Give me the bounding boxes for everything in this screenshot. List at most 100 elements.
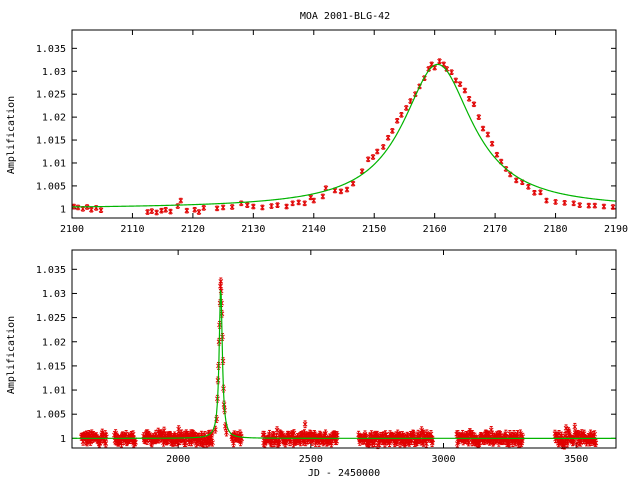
data-point	[159, 207, 164, 214]
data-point	[344, 186, 350, 193]
y-tick-label: 1	[60, 434, 66, 445]
data-point	[571, 200, 577, 207]
data-point	[380, 144, 386, 150]
data-point	[544, 197, 549, 204]
data-point	[476, 114, 482, 120]
x-tick-label: 2500	[299, 454, 323, 465]
data-point	[168, 208, 173, 215]
x-tick-label: 2110	[120, 224, 144, 235]
top-data-layer	[71, 58, 616, 216]
data-point	[332, 187, 338, 194]
top-model-curve	[71, 63, 617, 208]
data-point	[457, 81, 463, 87]
data-point	[538, 189, 543, 196]
data-point	[163, 206, 169, 213]
data-point	[214, 205, 220, 212]
data-point	[88, 206, 94, 213]
data-point	[359, 168, 365, 175]
bottom-tick-layer: 1 1.005 1.01 1.015 1.02 1.025 1.03 1.035 2000 250…	[36, 250, 616, 465]
data-point	[244, 202, 250, 208]
data-point	[471, 101, 477, 108]
x-tick-label: 2180	[544, 224, 568, 235]
data-point	[201, 205, 207, 211]
data-point	[526, 184, 531, 190]
y-tick-label: 1.035	[36, 44, 66, 55]
top-ylabel: Amplification	[6, 96, 17, 174]
top-tick-layer: 1 1.005 1.01 1.015 1.02 1.025 1.03 1.035 2100 211…	[36, 30, 628, 235]
data-point	[154, 209, 159, 216]
y-tick-label: 1.025	[36, 90, 66, 101]
data-point	[302, 420, 308, 429]
data-point	[320, 193, 326, 200]
y-tick-label: 1.025	[36, 313, 66, 324]
data-point	[403, 105, 409, 111]
x-tick-label: 2140	[302, 224, 326, 235]
data-point	[296, 199, 302, 206]
x-tick-label: 3500	[564, 454, 588, 465]
top-plot-frame	[71, 29, 617, 219]
y-tick-label: 1.03	[42, 289, 66, 300]
data-point	[184, 207, 190, 214]
data-point	[593, 439, 599, 447]
data-point	[453, 77, 459, 84]
data-point	[572, 422, 578, 431]
x-tick-label: 2150	[362, 224, 386, 235]
data-point	[178, 197, 184, 204]
data-point	[466, 438, 471, 447]
data-point	[586, 202, 592, 209]
data-point	[592, 202, 598, 209]
x-tick-label: 2170	[483, 224, 507, 235]
data-point	[238, 200, 244, 207]
bottom-panel: Amplification JD - 2450000 1 1.005 1.01 1.0…	[6, 249, 617, 479]
data-point	[269, 203, 274, 209]
x-tick-label: 2100	[60, 224, 84, 235]
data-point	[149, 208, 155, 214]
data-point	[374, 148, 380, 155]
data-point	[480, 125, 486, 132]
x-tick-label: 2160	[423, 224, 447, 235]
bottom-model-curve	[72, 290, 616, 439]
data-point	[311, 197, 317, 204]
x-tick-label: 2190	[604, 224, 628, 235]
data-point	[494, 151, 500, 158]
data-point	[532, 189, 537, 196]
x-tick-label: 3000	[431, 454, 455, 465]
data-point	[365, 156, 371, 163]
y-tick-label: 1	[60, 204, 66, 215]
data-point	[370, 154, 376, 160]
data-point	[385, 134, 391, 141]
data-point	[437, 58, 442, 64]
data-point	[250, 203, 256, 210]
data-point	[390, 128, 395, 134]
data-point	[275, 202, 280, 208]
data-point	[489, 140, 495, 147]
data-point	[133, 438, 138, 447]
data-point	[218, 277, 224, 286]
y-tick-label: 1.01	[42, 386, 66, 397]
bottom-xlabel: JD - 2450000	[308, 468, 380, 479]
data-point	[563, 424, 569, 433]
bottom-ylabel: Amplification	[6, 316, 17, 394]
data-point	[192, 206, 198, 213]
data-point	[601, 203, 607, 210]
data-point	[553, 199, 558, 205]
data-point	[260, 204, 265, 211]
data-point	[224, 428, 229, 437]
data-point	[449, 69, 454, 75]
y-tick-label: 1.03	[42, 67, 66, 78]
data-point	[462, 87, 468, 94]
data-point	[399, 112, 404, 118]
y-tick-label: 1.02	[42, 337, 66, 348]
x-tick-label: 2130	[241, 224, 265, 235]
data-point	[290, 200, 295, 207]
data-point	[196, 209, 202, 215]
data-point	[98, 207, 104, 213]
data-point	[145, 209, 150, 215]
data-point	[284, 203, 289, 210]
y-tick-label: 1.005	[36, 410, 66, 421]
data-point	[220, 204, 226, 211]
y-tick-label: 1.02	[42, 113, 66, 124]
y-tick-label: 1.035	[36, 265, 66, 276]
x-tick-label: 2120	[181, 224, 205, 235]
